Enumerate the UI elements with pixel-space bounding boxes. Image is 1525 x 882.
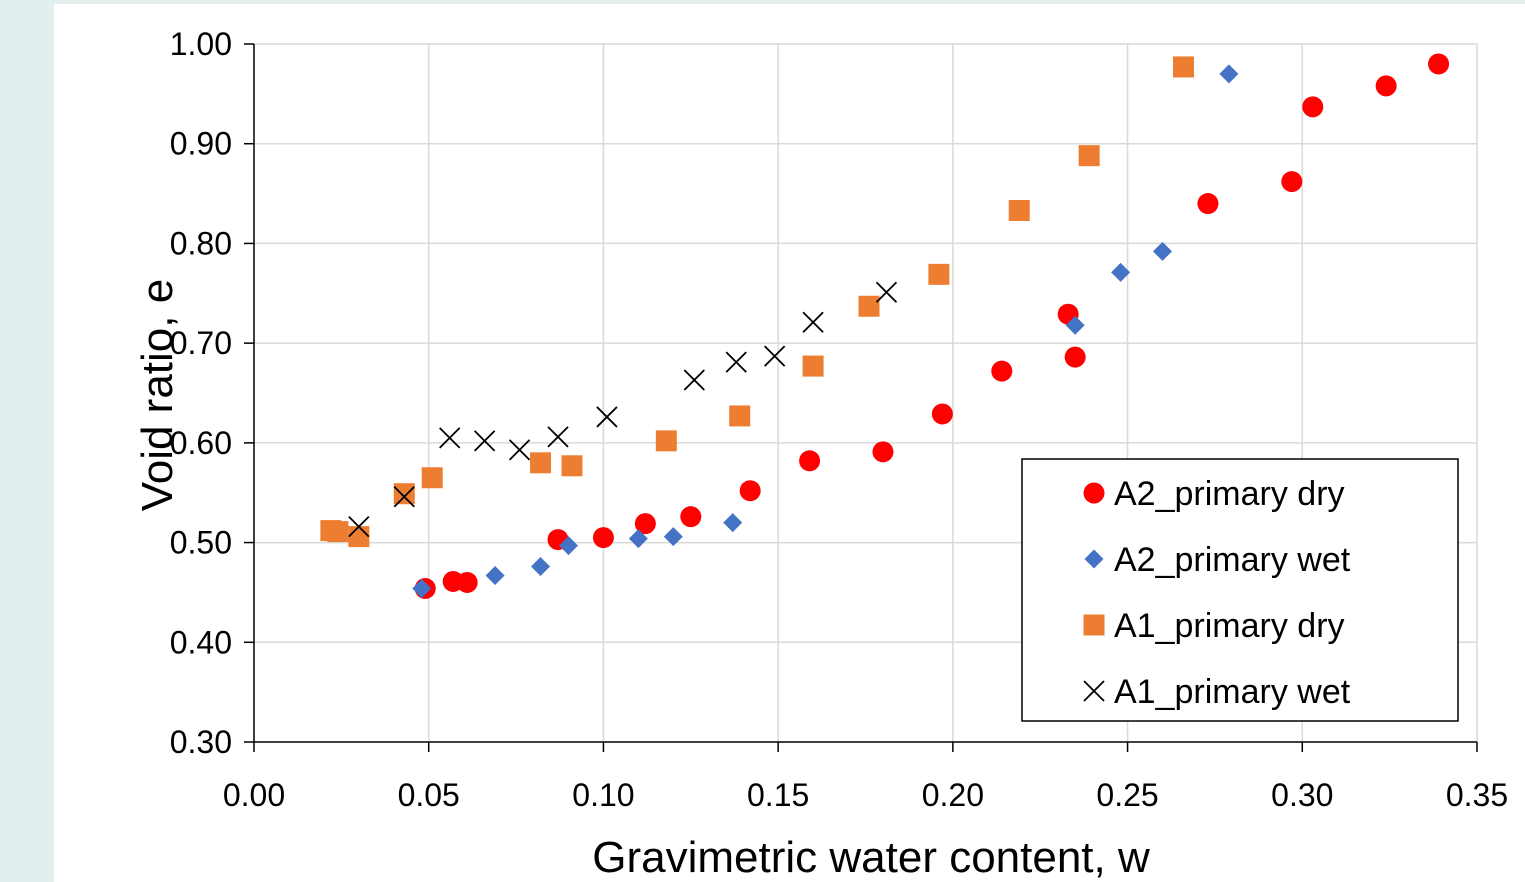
point-a2-primary-wet: [628, 529, 648, 549]
point-a2-primary-dry: [739, 480, 761, 502]
legend-label: A1_primary wet: [1114, 673, 1351, 711]
x-tick-label: 0.35: [1446, 777, 1508, 813]
legend-label: A1_primary dry: [1114, 607, 1345, 645]
x-tick-label: 0.15: [747, 777, 809, 813]
axes: [244, 43, 1478, 752]
x-axis-title: Gravimetric water content, w: [592, 833, 1150, 882]
point-a1-primary-wet: [439, 427, 461, 449]
point-a2-primary-dry: [1064, 346, 1086, 368]
point-a2-primary-dry: [799, 450, 821, 472]
point-a1-primary-wet: [547, 426, 569, 448]
legend-marker: [1083, 614, 1105, 636]
chart-panel: 0.00 0.05 0.10 0.15 0.20 0.25 0.30 0.35 0.30 0.40…: [54, 4, 1525, 882]
point-a1-primary-dry: [530, 452, 552, 474]
point-a1-primary-wet: [802, 311, 824, 333]
point-a2-primary-dry: [592, 527, 614, 549]
point-a2-primary-wet: [558, 536, 578, 556]
point-a1-primary-wet: [348, 515, 370, 538]
legend-label: A2_primary dry: [1114, 475, 1345, 513]
legend-marker: [1083, 482, 1105, 504]
y-tick-label: 1.00: [170, 26, 232, 62]
point-a1-primary-wet: [473, 430, 496, 452]
point-a2-primary-dry: [991, 360, 1013, 382]
point-a2-primary-wet: [1111, 262, 1131, 282]
point-a1-primary-wet: [764, 345, 786, 367]
legend-label: A2_primary wet: [1114, 541, 1351, 579]
point-a1-primary-dry: [802, 355, 824, 377]
point-a2-primary-dry: [634, 513, 656, 535]
point-a2-primary-dry: [1281, 171, 1303, 193]
point-a2-primary-wet: [485, 565, 505, 585]
legend-marker: [1084, 549, 1104, 569]
y-tick-label: 0.30: [170, 724, 232, 760]
x-tick-label: 0.05: [398, 777, 460, 813]
point-a2-primary-wet: [412, 578, 432, 598]
point-a1-primary-wet: [875, 281, 898, 303]
y-axis-title: Void ratio, e: [133, 279, 182, 511]
point-a2-primary-wet: [531, 557, 551, 577]
y-tick-label: 0.60: [170, 425, 232, 461]
point-a1-primary-dry: [327, 521, 349, 543]
point-a1-primary-wet: [508, 439, 531, 461]
tick-labels: 0.00 0.05 0.10 0.15 0.20 0.25 0.30 0.35 0.30 0.40…: [170, 26, 1508, 813]
y-tick-label: 0.90: [170, 126, 232, 162]
point-a2-primary-wet: [1153, 241, 1173, 261]
point-a2-primary-dry: [1197, 193, 1219, 215]
x-tick-label: 0.25: [1096, 777, 1158, 813]
grid-lines: [254, 43, 1478, 742]
point-a1-primary-dry: [393, 483, 415, 505]
y-tick-label: 0.70: [170, 325, 232, 361]
point-a1-primary-wet: [596, 406, 618, 428]
legend-marker: [1083, 680, 1105, 702]
point-a1-primary-dry: [1078, 145, 1100, 167]
x-tick-label: 0.20: [922, 777, 984, 813]
point-a1-primary-dry: [1008, 200, 1030, 222]
point-a2-primary-dry: [1302, 96, 1324, 118]
point-a1-primary-dry: [858, 295, 880, 317]
data-points: [320, 53, 1450, 599]
x-tick-label: 0.10: [572, 777, 634, 813]
point-a1-primary-dry: [348, 526, 370, 548]
point-a2-primary-wet: [663, 527, 683, 547]
point-a2-primary-wet: [1219, 64, 1239, 84]
point-a1-primary-wet: [725, 351, 747, 373]
point-a2-primary-wet: [723, 513, 743, 533]
point-a2-primary-wet: [1065, 315, 1085, 335]
y-tick-label: 0.80: [170, 225, 232, 261]
point-a1-primary-dry: [729, 405, 751, 427]
point-a1-primary-wet: [393, 486, 415, 508]
point-a1-primary-wet: [683, 369, 705, 391]
point-a2-primary-dry: [872, 441, 894, 463]
point-a2-primary-dry: [1428, 53, 1450, 75]
scatter-chart: 0.00 0.05 0.10 0.15 0.20 0.25 0.30 0.35 0.30 0.40…: [133, 26, 1508, 882]
point-a2-primary-dry: [680, 506, 702, 528]
x-tick-label: 0.00: [223, 777, 285, 813]
point-a1-primary-dry: [928, 263, 950, 285]
point-a1-primary-dry: [1172, 56, 1194, 78]
point-a1-primary-dry: [421, 467, 443, 489]
point-a2-primary-dry: [1375, 75, 1397, 97]
point-a2-primary-dry: [931, 403, 953, 425]
point-a1-primary-dry: [561, 455, 583, 477]
legend: A2_primary dry A2_primary wet A1_primary d…: [1021, 458, 1459, 722]
y-tick-label: 0.40: [170, 624, 232, 660]
point-a2-primary-dry: [456, 571, 478, 593]
x-tick-label: 0.30: [1271, 777, 1333, 813]
y-tick-label: 0.50: [170, 525, 232, 561]
point-a1-primary-dry: [655, 430, 677, 452]
